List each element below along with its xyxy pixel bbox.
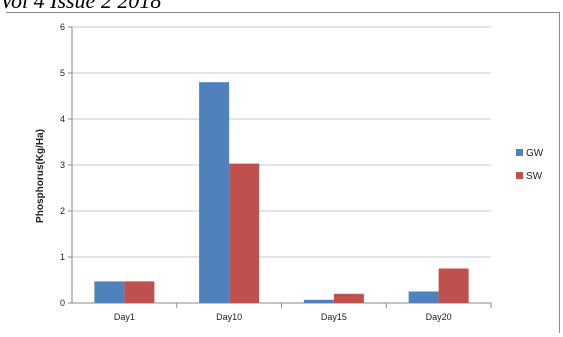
chart-container: 0 1 2 3 4 5 6 Day1 Day10 Day15 Day20 Phosphorus(K…	[6, 12, 560, 333]
x-tick-label: Day1	[114, 312, 135, 322]
legend-swatch-sw	[516, 172, 523, 179]
bar-sw-day1	[124, 281, 155, 303]
y-tick-label: 2	[60, 206, 65, 216]
bar-sw-day15	[333, 293, 364, 303]
legend-label-sw: SW	[526, 171, 543, 182]
y-tick-label: 1	[60, 252, 65, 262]
x-tick-label: Day20	[426, 312, 452, 322]
x-tick-label: Day10	[216, 312, 242, 322]
phosphorus-bar-chart: 0 1 2 3 4 5 6 Day1 Day10 Day15 Day20 Phosphorus(K…	[35, 22, 544, 322]
bar-gw-day15	[303, 299, 334, 303]
axes	[68, 26, 492, 308]
bar-gw-day10	[199, 82, 230, 303]
bar-gw-day20	[408, 291, 439, 303]
y-tick-labels: 0 1 2 3 4 5 6	[60, 22, 65, 308]
y-tick-label: 3	[60, 160, 65, 170]
x-tick-labels: Day1 Day10 Day15 Day20	[114, 312, 452, 322]
gridlines	[72, 26, 491, 258]
legend: GW SW	[516, 148, 544, 182]
bar-sw-day10	[229, 163, 260, 303]
bars	[94, 82, 469, 303]
y-tick-label: 6	[60, 22, 65, 32]
bar-sw-day20	[438, 268, 469, 303]
bar-gw-day1	[94, 281, 125, 303]
y-tick-label: 0	[60, 298, 65, 308]
legend-label-gw: GW	[526, 148, 544, 159]
y-tick-label: 5	[60, 68, 65, 78]
x-tick-label: Day15	[321, 312, 347, 322]
journal-issue-header: Vol 4 Issue 2 2018	[0, 0, 162, 13]
y-tick-label: 4	[60, 114, 65, 124]
legend-swatch-gw	[516, 149, 523, 156]
y-axis-label: Phosphorus(Kg/Ha)	[35, 129, 46, 223]
